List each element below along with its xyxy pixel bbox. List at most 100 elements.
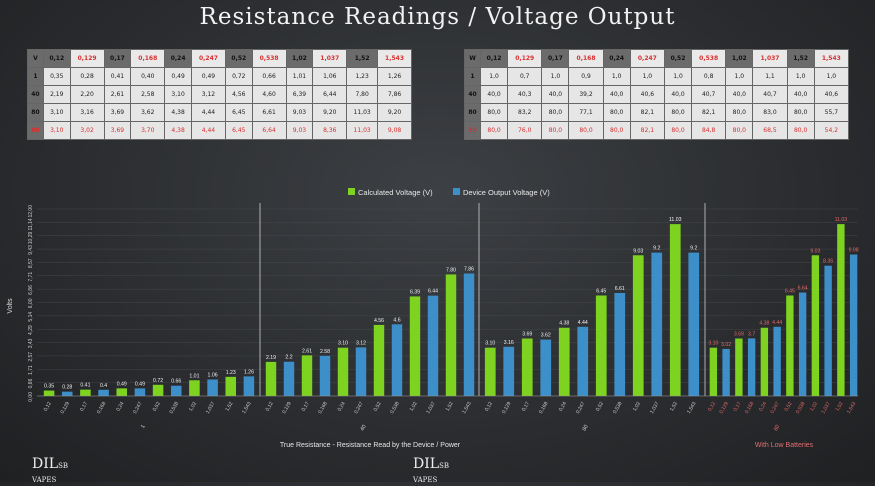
table-header-cell: 1,52 bbox=[786, 49, 815, 68]
data-label: 3.69 bbox=[522, 331, 532, 337]
x-tick-label: 0,17 bbox=[301, 401, 311, 413]
data-label: 3.10 bbox=[338, 341, 348, 347]
y-tick-label: 3,43 bbox=[28, 338, 34, 348]
y-tick-label: 12,00 bbox=[28, 205, 34, 218]
table-cell: 40,6 bbox=[629, 85, 665, 104]
table-cell: 9,20 bbox=[312, 103, 348, 122]
right-watt-table: W 0,12 0,129 0,17 0,168 0,24 0,247 0,52 0,538 1,0… bbox=[463, 49, 850, 140]
table-cell: 0,28 bbox=[69, 67, 105, 86]
group-label: 1 bbox=[140, 424, 147, 430]
table-cell: 40,3 bbox=[507, 85, 543, 104]
table-cell: 80,0 bbox=[663, 121, 693, 140]
bar bbox=[445, 274, 457, 396]
bar bbox=[373, 324, 385, 396]
table-cell: 7,86 bbox=[377, 85, 412, 104]
table-cell: 3,69 bbox=[103, 103, 132, 122]
table-cell: 40,0 bbox=[786, 85, 815, 104]
bar bbox=[632, 255, 644, 396]
data-label: 0.72 bbox=[153, 378, 163, 384]
x-tick-label: 0,24 bbox=[115, 401, 125, 413]
row-label: 40 bbox=[27, 85, 44, 104]
table-cell: 4,56 bbox=[224, 85, 253, 104]
y-tick-label: 4,29 bbox=[28, 325, 34, 335]
table-header-cell: 0,129 bbox=[69, 49, 105, 68]
bar bbox=[116, 388, 128, 396]
bar bbox=[484, 347, 496, 396]
table-cell: 80,0 bbox=[541, 103, 570, 122]
bar bbox=[391, 324, 403, 396]
x-tick-label: 0,52 bbox=[373, 401, 383, 413]
table-header-cell: 1,02 bbox=[285, 49, 314, 68]
bar bbox=[614, 292, 626, 396]
table-cell: 40,0 bbox=[663, 85, 693, 104]
data-label: 4.44 bbox=[578, 320, 588, 326]
y-tick-label: 0,00 bbox=[28, 392, 34, 402]
table-cell: 40,7 bbox=[691, 85, 727, 104]
data-label: 11.03 bbox=[835, 217, 848, 223]
brand-logo-center: DILSB VAPES bbox=[413, 456, 450, 484]
table-cell: 82,1 bbox=[691, 103, 727, 122]
data-label: 1.06 bbox=[208, 372, 218, 378]
bar bbox=[577, 326, 589, 396]
table-cell: 0,41 bbox=[103, 67, 132, 86]
y-tick-label: 0,86 bbox=[28, 378, 34, 388]
table-cell: 1,0 bbox=[629, 67, 665, 86]
voltage-bar-chart: Calculated Voltage (V) Device Output Volt… bbox=[7, 188, 859, 449]
row-label: 80 bbox=[463, 103, 482, 122]
x-tick-label: 0,52 bbox=[784, 401, 794, 413]
y-tick-label: 8,57 bbox=[28, 258, 34, 268]
data-label: 11.03 bbox=[669, 217, 682, 223]
bar bbox=[43, 390, 55, 396]
table-cell: 3,62 bbox=[130, 103, 166, 122]
data-label: 4.38 bbox=[759, 321, 769, 327]
table-row: 1 1,0 0,7 1,0 0,9 1,0 1,0 1,0 0,8 1,0 1,1 1,0 1,0 bbox=[463, 67, 850, 86]
table-header-cell: 1,543 bbox=[377, 49, 412, 68]
table-cell: 76,0 bbox=[507, 121, 543, 140]
table-cell: 11,03 bbox=[346, 103, 379, 122]
data-label: 0.49 bbox=[117, 381, 127, 387]
x-tick-label: 0,538 bbox=[389, 401, 401, 415]
table-header-cell: 0,247 bbox=[629, 49, 665, 68]
table-cell: 1,0 bbox=[663, 67, 693, 86]
table-cell: 3,70 bbox=[130, 121, 166, 140]
table-cell: 1,1 bbox=[752, 67, 788, 86]
y-tick-label: 1,71 bbox=[28, 365, 34, 375]
table-header-cell: 0,24 bbox=[602, 49, 631, 68]
x-tick-label: 0,24 bbox=[337, 401, 347, 413]
y-tick-label: 11,14 bbox=[28, 218, 34, 230]
bar bbox=[798, 292, 807, 396]
table-cell: 3,69 bbox=[103, 121, 132, 140]
row-label: 1 bbox=[27, 67, 44, 86]
table-cell: 0,72 bbox=[224, 67, 253, 86]
data-label: 9.08 bbox=[849, 248, 859, 254]
table-cell: 3,16 bbox=[69, 103, 105, 122]
data-label: 2.61 bbox=[302, 348, 312, 354]
table-cell: 6,45 bbox=[224, 121, 253, 140]
data-label: 3.16 bbox=[504, 340, 514, 346]
x-tick-label: 1,543 bbox=[461, 401, 473, 415]
bar bbox=[747, 338, 756, 396]
legend-swatch bbox=[453, 188, 460, 195]
table-cell: 40,0 bbox=[480, 85, 509, 104]
bar bbox=[786, 295, 794, 396]
group-label: 80 bbox=[581, 424, 589, 432]
table-cell: 9,03 bbox=[285, 103, 314, 122]
table-cell: 1,0 bbox=[480, 67, 509, 86]
table-cell: 80,0 bbox=[786, 103, 815, 122]
table-cell: 80,0 bbox=[480, 103, 509, 122]
table-cell: 6,61 bbox=[251, 103, 287, 122]
table-cell: 4,60 bbox=[251, 85, 287, 104]
y-tick-label: 10,29 bbox=[28, 231, 34, 244]
table-cell: 80,0 bbox=[725, 103, 754, 122]
table-cell: 3,02 bbox=[69, 121, 105, 140]
data-label: 0.41 bbox=[80, 383, 90, 389]
low-battery-label: With Low Batteries bbox=[755, 442, 814, 449]
table-header-cell: 0,17 bbox=[103, 49, 132, 68]
table-cell: 80,0 bbox=[568, 121, 604, 140]
x-tick-label: 0,538 bbox=[795, 401, 807, 415]
bar bbox=[80, 389, 91, 396]
table-cell: 7,80 bbox=[346, 85, 379, 104]
y-tick-label: 5,14 bbox=[28, 312, 34, 322]
x-tick-label: 0,12 bbox=[707, 401, 717, 413]
x-tick-label: 0,129 bbox=[718, 401, 730, 415]
